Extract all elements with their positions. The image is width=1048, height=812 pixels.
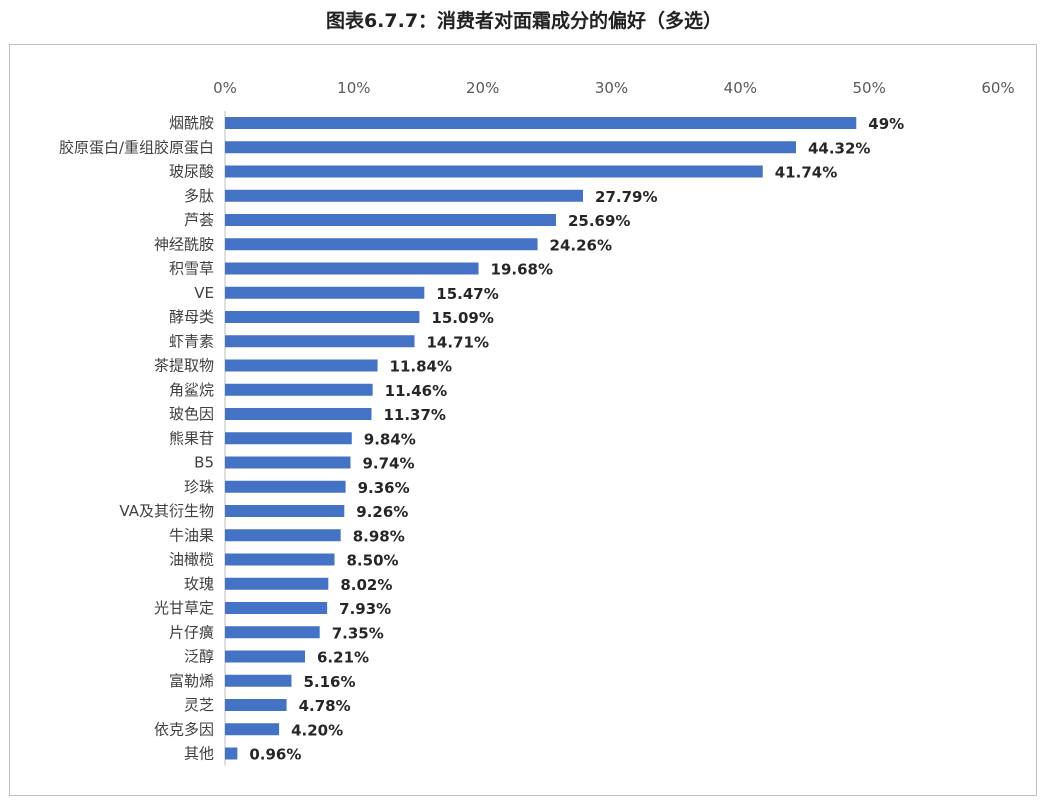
bar	[225, 262, 479, 275]
data-label: 25.69%	[568, 212, 630, 230]
x-tick-label: 40%	[724, 79, 757, 97]
data-label: 49%	[868, 115, 904, 133]
data-label: 19.68%	[491, 261, 553, 279]
data-label: 11.37%	[383, 406, 445, 424]
category-label: 芦荟	[184, 211, 214, 229]
x-tick-label: 60%	[981, 79, 1014, 97]
bar	[225, 359, 378, 372]
category-label: 茶提取物	[154, 357, 214, 375]
bar	[225, 480, 346, 493]
category-label: VE	[194, 284, 214, 302]
x-axis-ticks: 0% 10% 20% 30% 40% 50% 60%	[213, 79, 1015, 97]
bar	[225, 723, 280, 736]
bar	[225, 117, 857, 129]
data-label: 15.09%	[431, 309, 493, 327]
bar	[225, 189, 584, 202]
category-label: 虾青素	[169, 332, 214, 350]
category-label: 角鲨烷	[169, 381, 214, 399]
bar	[225, 165, 763, 178]
category-label: VA及其衍生物	[119, 502, 214, 520]
category-label: 光甘草定	[154, 599, 214, 617]
category-label: 牛油果	[169, 526, 214, 544]
bar	[225, 747, 238, 760]
bar	[225, 408, 372, 420]
data-label: 8.50%	[347, 552, 399, 570]
data-label: 9.74%	[362, 455, 414, 473]
data-label: 8.02%	[340, 576, 392, 594]
bar	[225, 674, 292, 687]
category-label: 珍珠	[184, 478, 214, 496]
category-label: 依克多因	[154, 720, 214, 738]
data-label: 6.21%	[317, 649, 369, 667]
bar	[225, 286, 425, 299]
data-label: 8.98%	[353, 527, 405, 545]
category-label: 片仔癀	[169, 623, 214, 641]
data-label: 4.78%	[299, 697, 351, 715]
x-tick-label: 50%	[852, 79, 885, 97]
category-label: 油橄榄	[169, 551, 214, 569]
bar	[225, 650, 306, 663]
data-label: 7.35%	[332, 624, 384, 642]
data-label: 9.36%	[358, 479, 410, 497]
category-label: 玫瑰	[184, 575, 214, 593]
bar	[225, 214, 556, 226]
data-label: 4.20%	[291, 721, 343, 739]
x-tick-label: 10%	[337, 79, 370, 97]
category-label: 烟酰胺	[169, 114, 214, 132]
data-label: 24.26%	[550, 236, 612, 254]
category-label: 灵芝	[184, 696, 214, 714]
data-label: 9.26%	[356, 503, 408, 521]
bar	[225, 141, 796, 154]
category-label: 积雪草	[169, 260, 214, 278]
data-label: 9.84%	[364, 430, 416, 448]
data-label: 5.16%	[303, 673, 355, 691]
category-label: 玻色因	[169, 405, 214, 423]
bar	[225, 529, 341, 542]
category-label: 其他	[184, 745, 214, 763]
x-tick-label: 30%	[595, 79, 628, 97]
bar	[225, 505, 345, 517]
bar	[225, 432, 352, 445]
data-label: 11.46%	[385, 382, 447, 400]
category-label: 神经酰胺	[154, 235, 214, 253]
category-label: 泛醇	[184, 648, 214, 666]
bar	[225, 311, 420, 323]
data-label: 15.47%	[436, 285, 498, 303]
chart-frame: 0% 10% 20% 30% 40% 50% 60% 烟酰胺胶原蛋白/重组胶原蛋白玻尿酸多肽…	[9, 44, 1037, 796]
data-label: 27.79%	[595, 188, 657, 206]
x-tick-label: 20%	[466, 79, 499, 97]
data-labels: 49% 44.32% 41.74% 27.79% 25.69% 24.26% 19.68% 1…	[249, 115, 904, 764]
category-label: 玻尿酸	[169, 163, 214, 181]
category-label: 多肽	[184, 187, 214, 205]
bar	[225, 602, 328, 614]
bar	[225, 626, 320, 639]
data-label: 44.32%	[808, 139, 870, 157]
category-label: B5	[194, 454, 214, 472]
bar	[225, 335, 415, 348]
bar	[225, 456, 351, 469]
category-label: 熊果苷	[169, 429, 214, 447]
data-label: 11.84%	[390, 358, 452, 376]
bars	[225, 117, 857, 760]
x-tick-label: 0%	[213, 79, 237, 97]
bar	[225, 383, 373, 396]
bar-chart: 0% 10% 20% 30% 40% 50% 60% 烟酰胺胶原蛋白/重组胶原蛋白玻尿酸多肽…	[59, 79, 1015, 766]
category-label: 酵母类	[169, 308, 214, 326]
bar	[225, 577, 329, 590]
bar	[225, 699, 287, 711]
category-label: 胶原蛋白/重组胶原蛋白	[59, 138, 214, 156]
chart-title: 图表6.7.7：消费者对面霜成分的偏好（多选）	[325, 10, 723, 32]
data-label: 0.96%	[249, 746, 301, 764]
bar	[225, 238, 538, 251]
data-label: 7.93%	[339, 600, 391, 618]
data-label: 14.71%	[427, 333, 489, 351]
bar	[225, 553, 335, 566]
category-label: 富勒烯	[169, 672, 214, 690]
data-label: 41.74%	[775, 164, 837, 182]
